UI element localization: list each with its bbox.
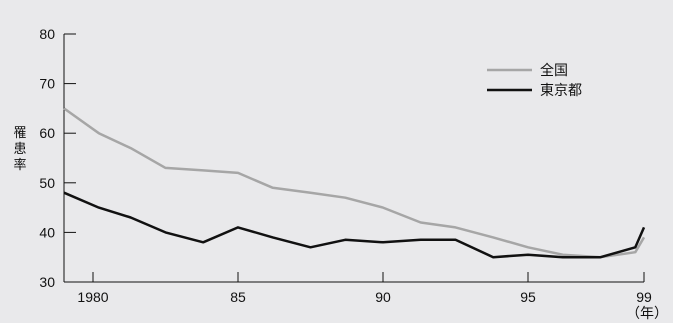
series-lines bbox=[63, 107, 646, 259]
y-label-char: 率 bbox=[13, 157, 26, 172]
legend-label-national: 全国 bbox=[540, 62, 568, 78]
x-tick-label: 99 bbox=[636, 289, 652, 305]
y-label-char: 患 bbox=[13, 141, 26, 156]
x-tick-label: 90 bbox=[375, 289, 391, 305]
axes bbox=[63, 34, 644, 283]
y-tick-label: 40 bbox=[39, 224, 55, 240]
x-tick-label: 95 bbox=[520, 289, 536, 305]
y-tick-label: 30 bbox=[39, 274, 55, 290]
x-axis-unit-label: （年） bbox=[626, 305, 668, 321]
y-label-char: 罹 bbox=[13, 125, 26, 140]
series-line-tokyo bbox=[63, 191, 646, 259]
y-tick-label: 80 bbox=[39, 26, 55, 42]
x-tick-label: 85 bbox=[230, 289, 246, 305]
y-axis-label: 罹患率 bbox=[13, 125, 26, 172]
y-tick-label: 70 bbox=[39, 76, 55, 92]
x-ticks: 1980 85 90 95 99 bbox=[77, 272, 652, 305]
legend: 全国 東京都 bbox=[487, 62, 582, 98]
y-tick-label: 60 bbox=[39, 125, 55, 141]
series-line-national bbox=[63, 107, 646, 259]
y-ticks: 30 40 50 60 70 80 bbox=[39, 26, 76, 290]
legend-label-tokyo: 東京都 bbox=[540, 82, 582, 98]
x-tick-label: 1980 bbox=[77, 289, 108, 305]
y-tick-label: 50 bbox=[39, 175, 55, 191]
